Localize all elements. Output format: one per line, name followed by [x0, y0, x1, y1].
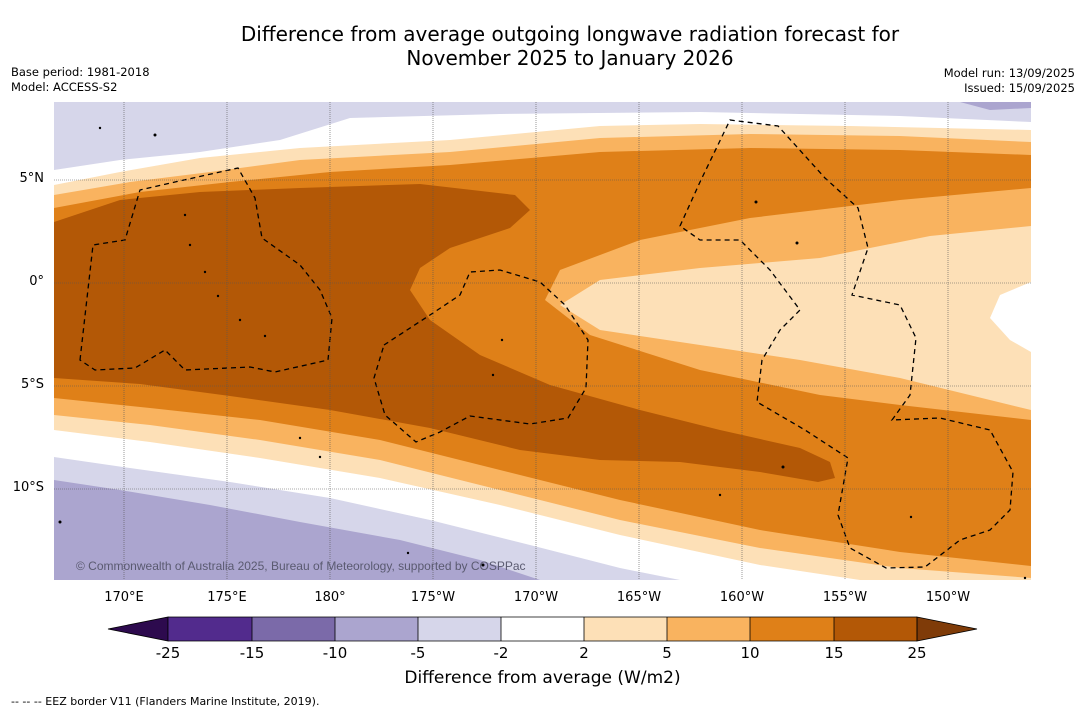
- field-region-white-east: [990, 282, 1031, 352]
- colorbar-swatch-7: [667, 617, 750, 641]
- colorbar-extend-high: [916, 616, 978, 642]
- map-copyright: © Commonwealth of Australia 2025, Bureau…: [76, 559, 526, 573]
- ocean-anomaly-field: [54, 102, 1031, 580]
- colorbar-tick: 2: [579, 644, 589, 662]
- title-line-1: Difference from average outgoing longwav…: [240, 22, 900, 46]
- colorbar-tick: -10: [322, 644, 348, 662]
- lon-label-175e: 175°E: [207, 590, 247, 605]
- colorbar-tick: 25: [907, 644, 927, 662]
- colorbar-swatch-4: [418, 617, 501, 641]
- lon-label-180: 180°: [314, 590, 346, 605]
- field-region-2to5-wedge: [560, 226, 1031, 410]
- colorbar-tick: 15: [824, 644, 844, 662]
- island-dots: [58, 126, 1027, 580]
- colorbar-tick: -5: [410, 644, 426, 662]
- colorbar-extend-low: [107, 616, 169, 642]
- lat-label-5n: 5°N: [19, 171, 45, 186]
- lon-label-170w: 170°W: [513, 590, 559, 605]
- colorbar-swatch-1: [168, 617, 252, 641]
- lon-label-160w: 160°W: [719, 590, 765, 605]
- colorbar-tick: 5: [662, 644, 672, 662]
- colorbar-dividers: [167, 616, 918, 642]
- colorbar-tick: -2: [493, 644, 509, 662]
- colorbar-swatch-6: [584, 617, 667, 641]
- colorbar-tick: -25: [155, 644, 181, 662]
- colorbar-swatch-5: [501, 617, 584, 641]
- eez-border-west: [79, 167, 333, 373]
- title-line-2: November 2025 to January 2026: [406, 46, 734, 70]
- lon-label-175w: 175°W: [410, 590, 456, 605]
- colorbar-tick: 10: [740, 644, 760, 662]
- base-period: Base period: 1981-2018: [11, 65, 150, 79]
- field-region-neg10-south: [54, 480, 540, 580]
- colorbar-swatch-2: [252, 617, 335, 641]
- colorbar: [107, 616, 978, 642]
- colorbar-label: Difference from average (W/m2): [404, 668, 681, 688]
- model-name: Model: ACCESS-S2: [11, 80, 118, 94]
- lon-label-150w: 150°W: [925, 590, 971, 605]
- graticule: [54, 102, 1031, 580]
- colorbar-swatch-3: [335, 617, 418, 641]
- eez-borders: [79, 119, 1014, 569]
- lat-label-10s: 10°S: [12, 480, 44, 495]
- eez-footnote: -- -- -- EEZ border V11 (Flanders Marine…: [11, 695, 320, 708]
- meta-left: Base period: 1981-2018 Model: ACCESS-S2: [11, 65, 150, 95]
- lat-label-5s: 5°S: [20, 377, 44, 392]
- lat-label-0: 0°: [29, 274, 44, 289]
- lon-label-155w: 155°W: [822, 590, 868, 605]
- colorbar-tick: -15: [239, 644, 265, 662]
- colorbar-swatch-9: [834, 617, 917, 641]
- model-run: Model run: 13/09/2025: [943, 66, 1075, 80]
- colorbar-swatch-8: [750, 617, 834, 641]
- issued-date: Issued: 15/09/2025: [964, 81, 1075, 95]
- field-region-15to25: [54, 184, 835, 482]
- lon-label-165w: 165°W: [616, 590, 662, 605]
- field-region-neg10-north: [960, 102, 1031, 110]
- meta-right: Model run: 13/09/2025 Issued: 15/09/2025: [944, 66, 1075, 96]
- field-region-neg5-north: [54, 102, 1031, 170]
- lon-label-170e: 170°E: [104, 590, 144, 605]
